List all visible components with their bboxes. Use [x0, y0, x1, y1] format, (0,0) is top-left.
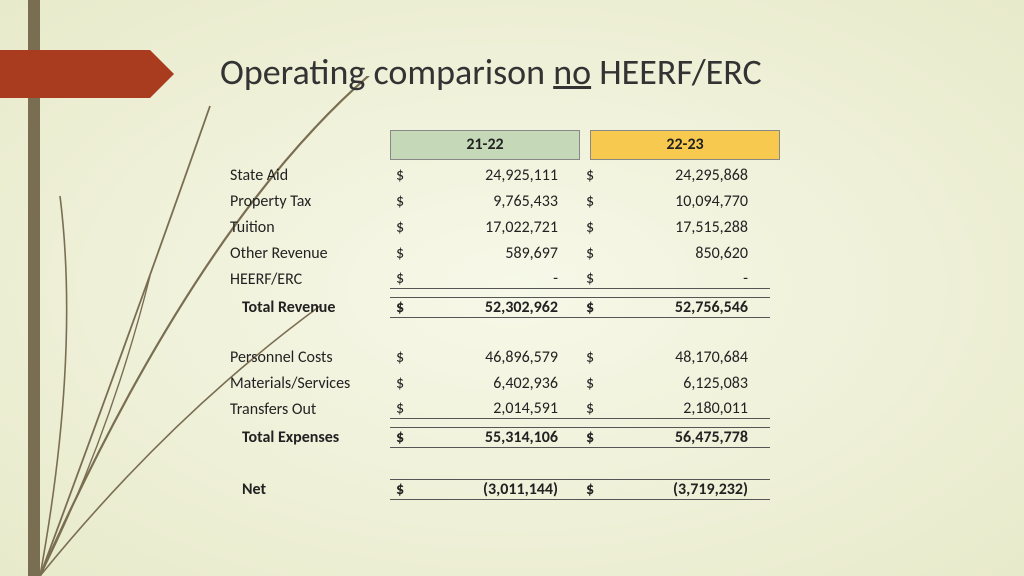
table-header-row: 21-22 22-23 [230, 130, 830, 160]
row-personnel-costs: Personnel Costs $ 46,896,579 $ 48,170,68… [230, 344, 830, 370]
row-state-aid: State Aid $ 24,925,111 $ 24,295,868 [230, 162, 830, 188]
red-arrow-decoration [0, 50, 174, 98]
slide-title: Operating comparison no HEERF/ERC [220, 50, 762, 94]
row-property-tax: Property Tax $ 9,765,433 $ 10,094,770 [230, 188, 830, 214]
row-materials-services: Materials/Services $ 6,402,936 $ 6,125,0… [230, 370, 830, 396]
header-spacer [230, 130, 390, 160]
spacer [230, 322, 830, 344]
title-post: HEERF/ERC [591, 50, 762, 94]
row-other-revenue: Other Revenue $ 589,697 $ 850,620 [230, 240, 830, 266]
comparison-table: 21-22 22-23 State Aid $ 24,925,111 $ 24,… [230, 130, 830, 504]
title-underline: no [553, 50, 591, 94]
spacer [230, 452, 830, 474]
row-tuition: Tuition $ 17,022,721 $ 17,515,288 [230, 214, 830, 240]
header-col-22-23: 22-23 [590, 130, 780, 160]
header-col-21-22: 21-22 [390, 130, 580, 160]
row-net: Net $ (3,011,144) $ (3,719,232) [230, 474, 830, 504]
title-pre: Operating comparison [220, 50, 553, 94]
row-transfers-out: Transfers Out $ 2,014,591 $ 2,180,011 [230, 396, 830, 422]
row-heerf-erc: HEERF/ERC $ - $ - [230, 266, 830, 292]
row-total-expenses: Total Expenses $ 55,314,106 $ 56,475,778 [230, 422, 830, 452]
row-total-revenue: Total Revenue $ 52,302,962 $ 52,756,546 [230, 292, 830, 322]
